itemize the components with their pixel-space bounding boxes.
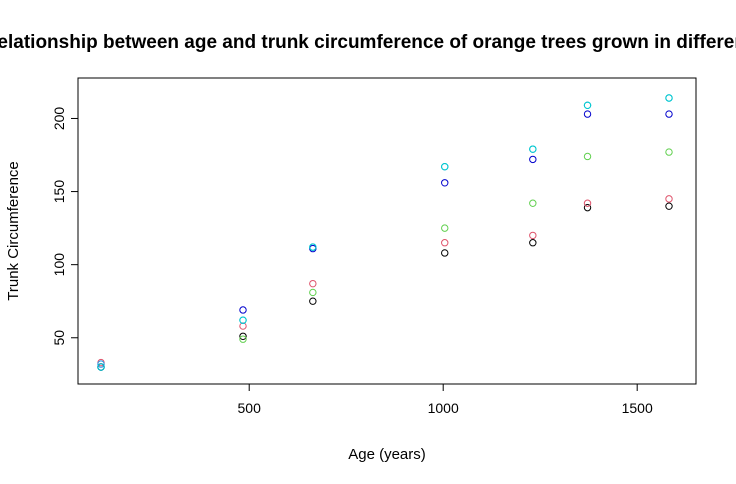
data-point: [309, 244, 317, 253]
data-point: [239, 322, 247, 330]
data-point: [583, 101, 592, 110]
data-point: [309, 288, 317, 297]
data-point: [309, 243, 317, 251]
y-tick-label: 150: [51, 180, 67, 204]
x-tick-label: 500: [238, 400, 262, 416]
data-point: [665, 148, 673, 156]
data-point: [441, 179, 449, 187]
data-point: [583, 199, 592, 207]
data-point: [441, 239, 449, 247]
data-point: [665, 110, 673, 118]
data-point: [529, 231, 537, 240]
y-tick-label: 50: [51, 330, 67, 346]
x-tick-label: 1000: [428, 400, 459, 416]
data-point: [529, 145, 537, 153]
data-point: [441, 163, 449, 171]
x-tick-label: 1500: [622, 400, 653, 416]
data-point: [441, 224, 449, 232]
data-points: [97, 94, 673, 371]
x-axis: 500 1000 1500: [238, 384, 653, 416]
data-point: [239, 335, 247, 343]
data-point: [583, 203, 592, 212]
data-point: [239, 316, 247, 324]
data-point: [583, 110, 592, 118]
data-point: [529, 199, 537, 207]
data-point: [309, 297, 317, 305]
data-point: [583, 152, 592, 161]
data-point: [239, 332, 247, 340]
data-point: [665, 202, 673, 210]
data-point: [309, 279, 317, 288]
chart-title: Relationship between age and trunk circu…: [0, 32, 736, 53]
y-tick-label: 100: [51, 253, 67, 277]
data-point: [97, 360, 105, 368]
data-point: [97, 363, 105, 371]
data-point: [441, 249, 449, 257]
data-point: [665, 94, 673, 102]
y-axis-label: Trunk Circumference: [5, 161, 22, 300]
data-point: [665, 195, 673, 203]
data-point: [239, 306, 247, 314]
data-point: [529, 155, 537, 164]
x-axis-label: Age (years): [348, 446, 426, 463]
data-point: [529, 239, 537, 247]
plot-area-frame: [77, 77, 697, 385]
y-tick-label: 200: [51, 107, 67, 131]
y-axis: 50 100 150 200: [51, 107, 78, 346]
